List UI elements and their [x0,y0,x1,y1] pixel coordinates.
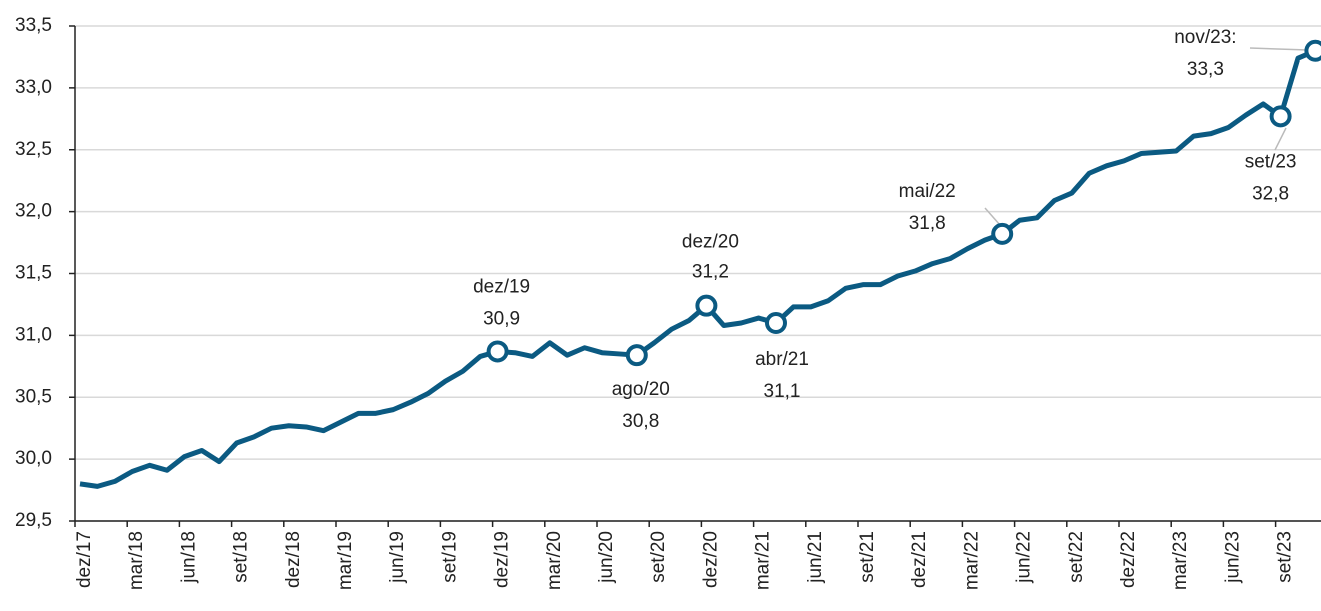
x-tick-label: dez/17 [74,531,95,588]
x-tick-label: mar/19 [335,531,356,590]
annotation-label: mai/22 [899,181,956,202]
data-line [79,48,1317,489]
y-tick-label: 29,5 [15,510,52,531]
value-label: 30,8 [622,411,659,432]
x-tick-label: dez/21 [909,531,930,588]
value-label: 30,9 [483,308,520,329]
x-tick-label: mar/18 [126,531,147,590]
annotation-label: dez/19 [473,276,530,297]
value-label: 31,8 [909,213,946,234]
y-tick-label: 33,0 [15,77,52,98]
highlight-marker [991,222,1014,245]
x-tick-label: dez/20 [700,531,721,588]
annotation-label: ago/20 [612,379,670,400]
x-tick-label: set/21 [857,531,878,583]
value-label: 32,8 [1252,183,1289,204]
value-label: 31,1 [764,381,801,402]
leader-line [1249,47,1309,51]
x-tick-label: jun/21 [805,531,826,584]
y-tick-label: 32,5 [15,139,52,160]
x-tick-label: mar/23 [1170,531,1191,590]
x-tick-label: jun/19 [387,531,408,584]
highlight-marker [1304,39,1321,62]
annotation-label: dez/20 [682,232,739,253]
x-tick-label: mar/22 [961,531,982,590]
value-label: 31,2 [692,262,729,283]
highlight-marker [486,340,509,363]
annotation-label: set/23 [1245,151,1297,172]
x-tick-label: jun/20 [596,531,617,584]
annotation-label: nov/23: [1174,27,1236,48]
x-tick-label: set/20 [648,531,669,583]
y-tick-label: 32,0 [15,201,52,222]
value-label: 33,3 [1187,59,1224,80]
highlight-marker [765,312,787,334]
y-tick-label: 30,5 [15,386,52,407]
x-tick-label: mar/21 [753,531,774,590]
annotation-label: abr/21 [755,349,809,370]
highlight-marker [1269,105,1292,128]
x-tick-label: set/22 [1066,531,1087,583]
leader-line [984,207,1001,226]
x-tick-label: jun/18 [178,531,199,584]
y-tick-label: 33,5 [15,15,52,36]
y-tick-label: 31,5 [15,263,52,284]
x-tick-label: dez/18 [283,531,304,588]
x-tick-label: jun/23 [1222,531,1243,584]
x-tick-label: set/23 [1275,531,1296,583]
highlight-marker [625,344,648,367]
x-tick-label: set/18 [231,531,252,583]
x-tick-label: set/19 [439,531,460,583]
y-tick-label: 30,0 [15,448,52,469]
x-tick-label: dez/19 [492,531,513,588]
x-tick-label: dez/22 [1118,531,1139,588]
x-tick-label: jun/22 [1014,531,1035,584]
y-tick-label: 31,0 [15,324,52,345]
highlight-marker [695,294,718,317]
leader-line [1274,127,1287,151]
x-tick-label: mar/20 [544,531,565,590]
